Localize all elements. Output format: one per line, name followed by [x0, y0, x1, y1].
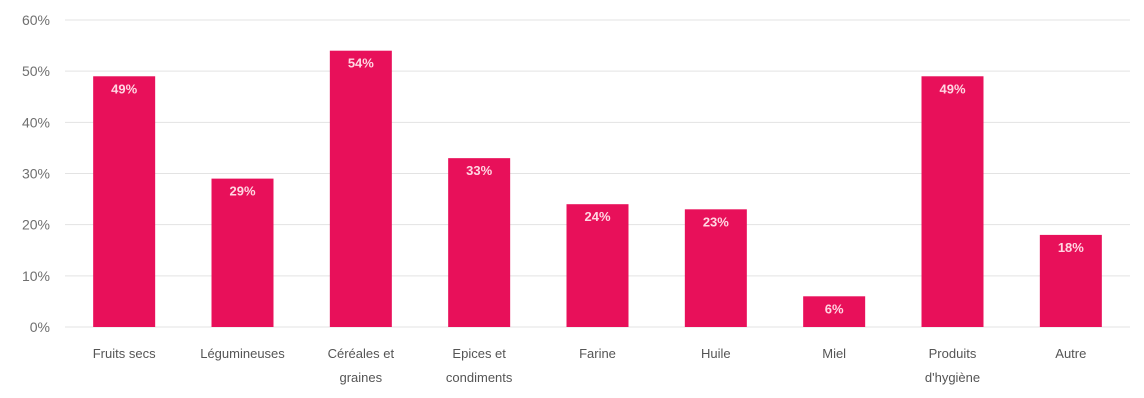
y-tick-label: 10% [22, 268, 50, 284]
y-tick-label: 0% [30, 319, 50, 335]
bar [212, 179, 274, 327]
bar-value-label: 23% [703, 214, 729, 229]
bar [93, 76, 155, 327]
x-category-label: Epices etcondiments [446, 346, 513, 385]
bar [330, 51, 392, 327]
x-category-label: Huile [701, 346, 731, 361]
x-category-label: Fruits secs [93, 346, 156, 361]
x-category-label: Produitsd'hygiène [925, 346, 980, 385]
bar-value-label: 29% [229, 184, 255, 199]
bar-value-label: 6% [825, 301, 844, 316]
bar-value-label: 49% [939, 81, 965, 96]
bar-value-label: 18% [1058, 240, 1084, 255]
bar-value-label: 54% [348, 56, 374, 71]
y-tick-label: 30% [22, 166, 50, 182]
x-category-label: Autre [1055, 346, 1086, 361]
bar-value-label: 33% [466, 163, 492, 178]
x-category-label: Légumineuses [200, 346, 285, 361]
x-category-label: Farine [579, 346, 616, 361]
y-tick-label: 40% [22, 114, 50, 130]
y-axis-ticks: 0% 10% 20% 30% 40% 50% 60% [22, 12, 50, 335]
bar-value-label: 24% [584, 209, 610, 224]
bar [448, 158, 510, 327]
x-axis-categories: Fruits secs Légumineuses Céréales etgraine… [93, 346, 1087, 385]
bar-value-label: 49% [111, 81, 137, 96]
x-category-label: Céréales etgraines [328, 346, 395, 385]
x-category-label: Miel [822, 346, 846, 361]
bar [922, 76, 984, 327]
y-tick-label: 60% [22, 12, 50, 28]
y-tick-label: 20% [22, 217, 50, 233]
y-tick-label: 50% [22, 63, 50, 79]
